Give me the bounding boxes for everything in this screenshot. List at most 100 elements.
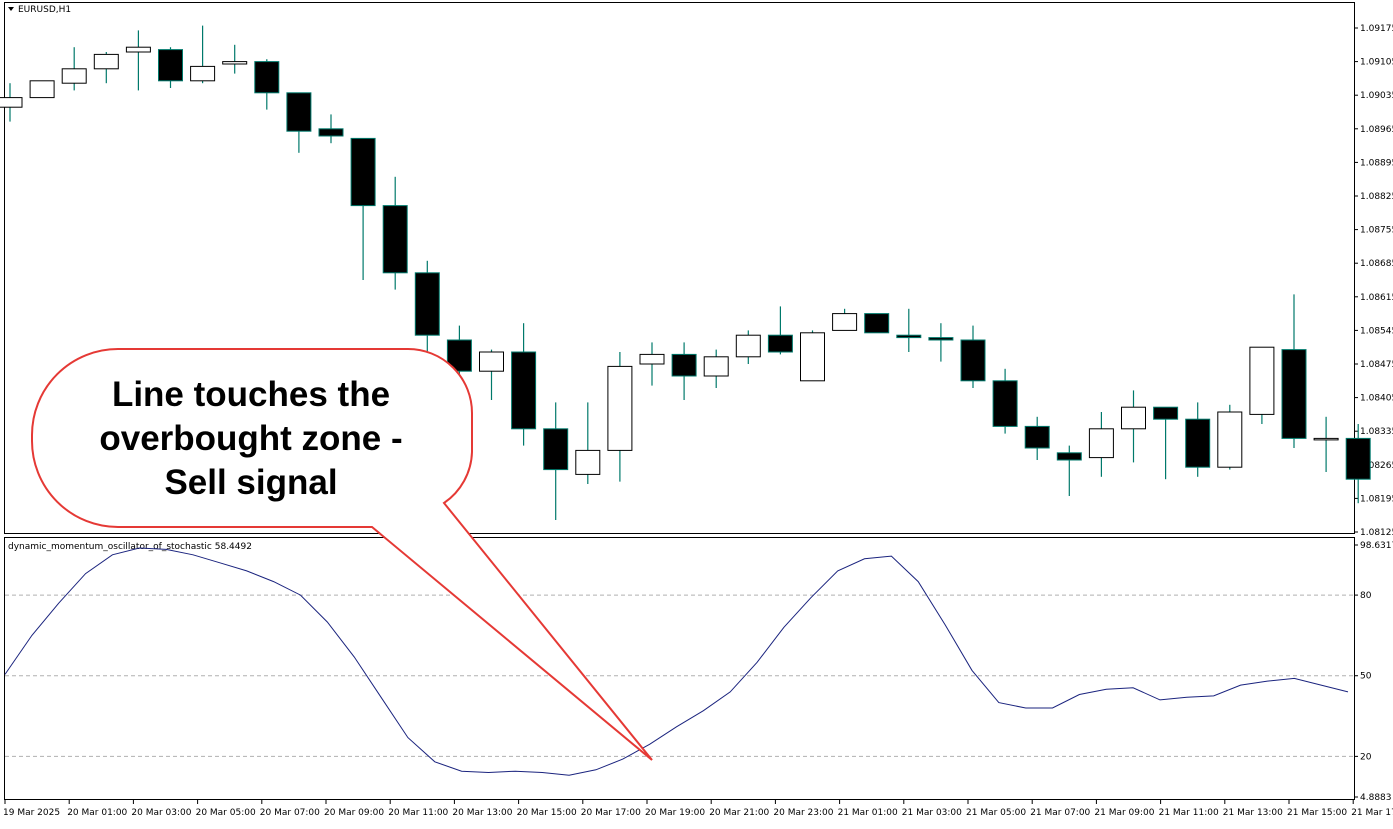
candle-bullish: [125, 46, 151, 53]
candle-bearish: [767, 334, 793, 353]
candle-bullish: [222, 61, 248, 65]
time-axis: 19 Mar 2025 20 Mar 01:00 20 Mar 03:00 20 Ma…: [3, 800, 1393, 818]
oscillator-series: [4, 547, 1349, 776]
candle-bearish: [960, 339, 986, 382]
price-tick-label: 1.08615: [1360, 293, 1393, 303]
candle-bullish: [1249, 346, 1275, 415]
osc-tick-label: 4.8883: [1360, 793, 1392, 803]
candle-bullish: [0, 97, 23, 108]
osc-tick-label: 98.6317: [1360, 541, 1393, 551]
dropdown-triangle-icon[interactable]: [8, 7, 14, 11]
price-tick-label: 1.09175: [1360, 24, 1393, 34]
candle-bearish: [1185, 418, 1211, 468]
candle-bearish: [1345, 437, 1371, 480]
candle-bearish: [671, 353, 697, 377]
callout-shape: [31, 348, 653, 761]
candle-bearish: [1281, 349, 1307, 439]
candle-bearish: [318, 128, 344, 137]
time-tick-label: 20 Mar 01:00: [67, 808, 127, 818]
candle-bearish: [414, 272, 440, 336]
candle-bullish: [29, 80, 55, 99]
candle-bullish: [1217, 411, 1243, 468]
time-tick-label: 21 Mar 11:00: [1159, 808, 1219, 818]
osc-tick-label: 50: [1360, 672, 1372, 682]
osc-tick-label: 80: [1360, 591, 1372, 601]
candle-bearish: [543, 428, 569, 471]
time-tick-label: 20 Mar 13:00: [452, 808, 512, 818]
candle-bearish: [1153, 406, 1179, 420]
price-axis: 1.09175 1.09105 1.09035 1.08965 1.08895 1.088…: [1354, 24, 1393, 538]
candle-bearish: [992, 380, 1018, 427]
callout-line-1: Line touches the: [112, 375, 390, 414]
time-tick-label: 20 Mar 21:00: [709, 808, 769, 818]
time-tick-label: 19 Mar 2025: [3, 808, 60, 818]
price-tick-label: 1.08125: [1360, 528, 1393, 538]
callout-bubble: Line touches the overbought zone - Sell …: [31, 348, 653, 761]
time-tick-label: 20 Mar 15:00: [517, 808, 577, 818]
candle-bullish: [735, 334, 761, 358]
time-tick-label: 20 Mar 05:00: [196, 808, 256, 818]
candle-bullish: [1313, 437, 1339, 441]
candle-bullish: [639, 353, 665, 365]
time-tick-label: 21 Mar 07:00: [1030, 808, 1090, 818]
price-tick-label: 1.08825: [1360, 192, 1393, 202]
time-tick-label: 21 Mar 17:00: [1351, 808, 1393, 818]
time-tick-label: 21 Mar 09:00: [1094, 808, 1154, 818]
price-tick-label: 1.09035: [1360, 91, 1393, 101]
candle-bearish: [254, 61, 280, 94]
price-tick-label: 1.08755: [1360, 226, 1393, 236]
time-tick-label: 20 Mar 03:00: [131, 808, 191, 818]
candle-bearish: [864, 313, 890, 334]
candle-bearish: [382, 205, 408, 274]
price-tick-label: 1.08195: [1360, 494, 1393, 504]
candlestick-series: [0, 25, 1371, 520]
candle-bullish: [61, 68, 87, 84]
price-tick-label: 1.09105: [1360, 58, 1393, 68]
candle-bullish: [832, 313, 858, 331]
time-tick-label: 21 Mar 05:00: [966, 808, 1026, 818]
candle-bearish: [350, 137, 376, 207]
time-tick-label: 20 Mar 11:00: [388, 808, 448, 818]
price-tick-label: 1.08545: [1360, 326, 1393, 336]
candle-bullish: [190, 65, 216, 82]
symbol-label: EURUSD,H1: [18, 5, 71, 15]
time-tick-label: 20 Mar 09:00: [324, 808, 384, 818]
callout-line-3: Sell signal: [164, 463, 337, 502]
price-tick-label: 1.08475: [1360, 360, 1393, 370]
candle-bearish: [1024, 425, 1050, 449]
candle-bearish: [896, 334, 922, 339]
oscillator-axis: 98.6317 80 50 20 4.8883: [5, 541, 1393, 803]
time-tick-label: 20 Mar 07:00: [260, 808, 320, 818]
candle-bearish: [158, 49, 183, 82]
candle-bearish: [286, 92, 312, 132]
time-tick-label: 21 Mar 15:00: [1287, 808, 1347, 818]
price-tick-label: 1.08265: [1360, 461, 1393, 471]
candle-bullish: [703, 356, 729, 377]
candle-bearish: [1056, 452, 1082, 461]
time-tick-label: 21 Mar 01:00: [838, 808, 898, 818]
price-tick-label: 1.08895: [1360, 158, 1393, 168]
price-tick-label: 1.08335: [1360, 427, 1393, 437]
indicator-label: dynamic_momentum_oscillator_of_stochasti…: [8, 542, 252, 552]
candle-bearish: [928, 337, 954, 341]
oscillator-panel: [4, 537, 1355, 800]
candle-bullish: [1121, 406, 1146, 430]
candle-bullish: [575, 449, 601, 475]
time-tick-label: 20 Mar 23:00: [773, 808, 833, 818]
candle-bullish: [607, 365, 633, 451]
candle-bullish: [1088, 428, 1114, 459]
time-tick-label: 21 Mar 03:00: [902, 808, 962, 818]
time-tick-label: 20 Mar 19:00: [645, 808, 705, 818]
price-tick-label: 1.08685: [1360, 259, 1393, 269]
price-tick-label: 1.08965: [1360, 125, 1393, 135]
candle-bearish: [511, 351, 537, 430]
osc-tick-label: 20: [1360, 752, 1372, 762]
time-tick-label: 20 Mar 17:00: [581, 808, 641, 818]
candle-bullish: [800, 332, 825, 382]
time-tick-label: 21 Mar 13:00: [1223, 808, 1283, 818]
callout-line-2: overbought zone -: [99, 419, 402, 458]
candle-bullish: [479, 351, 504, 372]
candle-bullish: [93, 53, 119, 70]
price-tick-label: 1.08405: [1360, 394, 1393, 404]
